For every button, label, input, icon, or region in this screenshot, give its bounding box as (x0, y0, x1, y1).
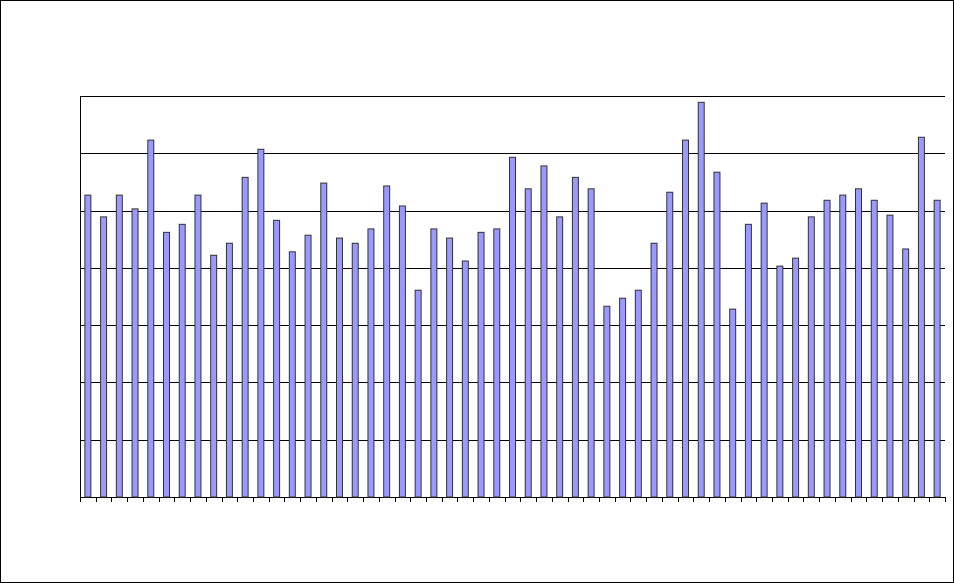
bar (461, 260, 469, 498)
bar (414, 289, 422, 498)
bar (603, 305, 611, 498)
bar (933, 199, 941, 498)
bar (807, 216, 815, 498)
bar (304, 234, 312, 498)
bar (634, 289, 642, 498)
bar (194, 194, 202, 498)
bar (682, 139, 689, 498)
bar (493, 228, 501, 498)
bar (163, 231, 170, 498)
bar (713, 171, 721, 498)
bar (902, 248, 910, 498)
bar (886, 214, 894, 498)
bar (320, 182, 328, 498)
bar (839, 194, 847, 498)
bar (398, 205, 406, 498)
bar (178, 223, 186, 498)
bar (367, 228, 375, 498)
bar (744, 223, 752, 498)
bar (446, 237, 454, 498)
bar (917, 136, 925, 498)
bar (100, 216, 108, 498)
bar (509, 156, 516, 498)
bar (210, 254, 218, 498)
bar (729, 308, 737, 498)
bar (383, 185, 391, 498)
bar (792, 257, 800, 498)
bar (855, 188, 862, 498)
bar (115, 194, 123, 498)
bar (776, 265, 784, 498)
bar (351, 242, 359, 498)
bar (225, 242, 233, 498)
bar (870, 199, 878, 498)
bar (131, 208, 139, 498)
bar (477, 231, 485, 498)
bar (666, 191, 674, 498)
bar (273, 219, 281, 498)
bar (823, 199, 831, 498)
bar (650, 242, 658, 498)
bar (524, 188, 532, 498)
bar (257, 148, 265, 498)
bar (288, 251, 296, 498)
bar (587, 188, 595, 498)
bar (571, 176, 579, 498)
bar (540, 165, 548, 498)
bar (697, 101, 705, 498)
bar (430, 228, 438, 498)
bar (147, 139, 155, 498)
bar (241, 176, 249, 498)
bar (760, 202, 768, 498)
bar (619, 297, 627, 498)
bar (84, 194, 92, 498)
bar (336, 237, 343, 498)
bar (556, 216, 564, 498)
